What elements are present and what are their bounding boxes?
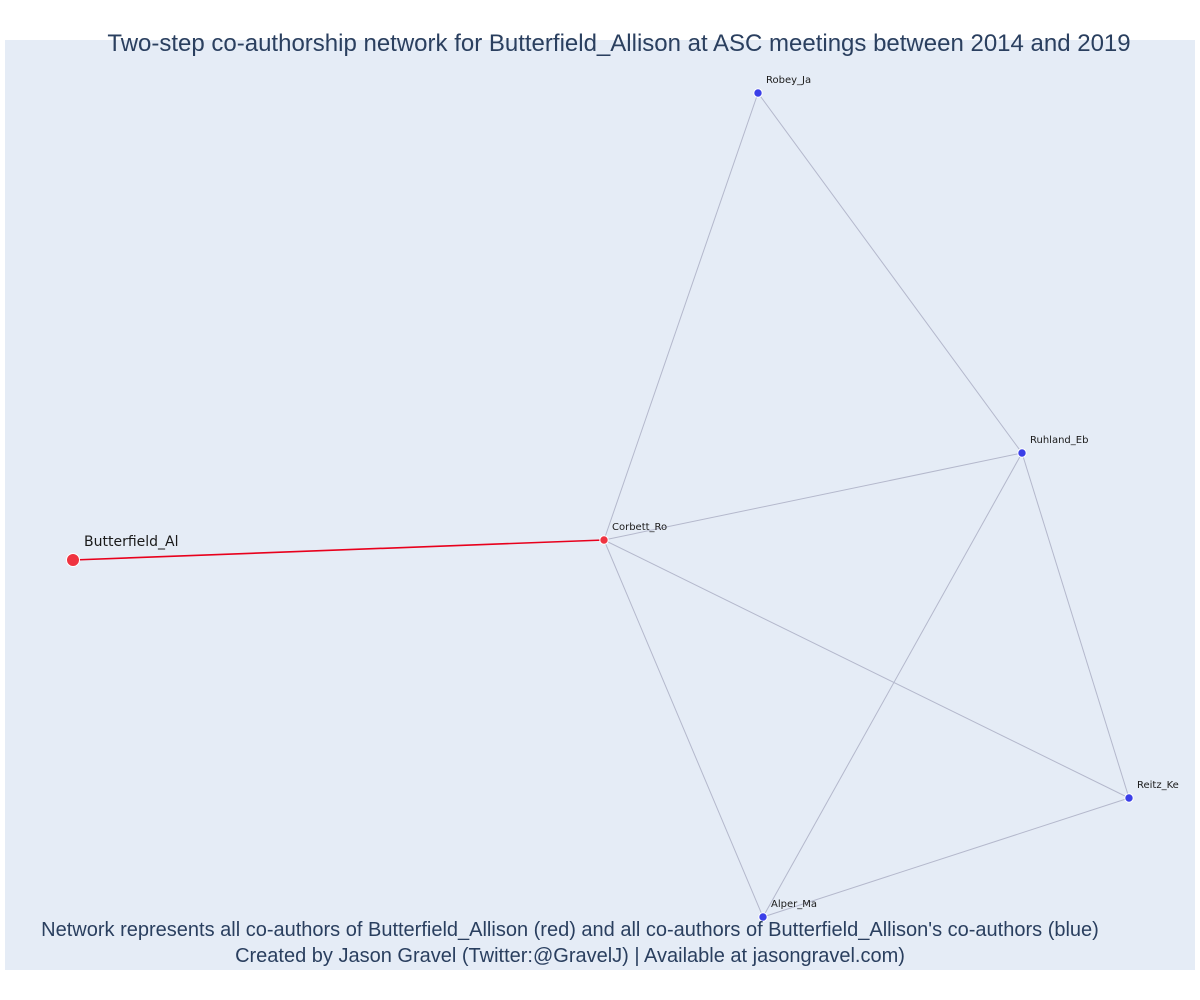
footer-description: Network represents all co-authors of But… xyxy=(41,919,1099,941)
nodes-layer xyxy=(66,88,1134,922)
node-label-butterfield_al: Butterfield_Al xyxy=(84,534,179,550)
node-ruhland_eb[interactable] xyxy=(1017,448,1027,458)
edge-ruhland_eb-alper_ma xyxy=(762,452,1023,918)
node-label-reitz_ke: Reitz_Ke xyxy=(1137,780,1179,791)
node-label-robey_ja: Robey_Ja xyxy=(766,75,811,86)
edge-butterfield_al-corbett_ro xyxy=(72,539,605,561)
edge-corbett_ro-alper_ma xyxy=(603,539,764,918)
node-butterfield_al[interactable] xyxy=(66,553,80,567)
plot-background xyxy=(5,40,1195,970)
edge-ruhland_eb-reitz_ke xyxy=(1021,452,1130,799)
labels-layer: Butterfield_Al Corbett_Ro Robey_Ja Ruhland_… xyxy=(84,75,1179,910)
footer-credit: Created by Jason Gravel (Twitter:@Gravel… xyxy=(235,945,905,967)
node-reitz_ke[interactable] xyxy=(1124,793,1134,803)
footer: Network represents all co-authors of But… xyxy=(0,917,1140,969)
node-corbett_ro[interactable] xyxy=(599,535,609,545)
node-label-alper_ma: Alper_Ma xyxy=(771,899,817,910)
chart-title: Two-step co-authorship network for Butte… xyxy=(107,30,1131,57)
node-robey_ja[interactable] xyxy=(753,88,763,98)
edge-corbett_ro-reitz_ke xyxy=(603,539,1130,799)
edges-layer xyxy=(72,92,1130,918)
edge-corbett_ro-robey_ja xyxy=(603,92,759,541)
node-alper_ma[interactable] xyxy=(758,912,768,922)
node-label-corbett_ro: Corbett_Ro xyxy=(612,522,667,533)
edge-corbett_ro-ruhland_eb xyxy=(603,452,1023,541)
edge-robey_ja-ruhland_eb xyxy=(757,92,1023,454)
node-label-ruhland_eb: Ruhland_Eb xyxy=(1030,435,1088,446)
edge-reitz_ke-alper_ma xyxy=(762,797,1130,918)
